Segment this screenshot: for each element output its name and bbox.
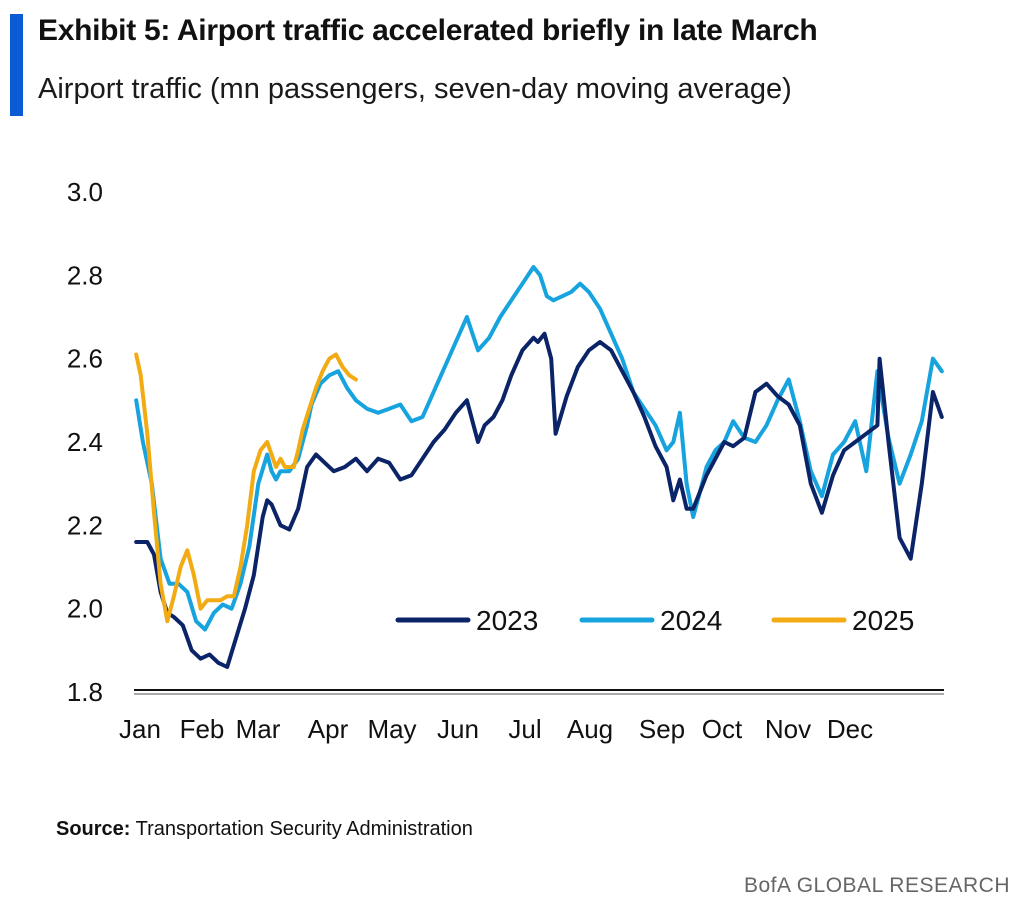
legend-label-2025: 2025	[852, 605, 914, 636]
x-tick-label: Dec	[827, 714, 873, 744]
series-line-2023	[134, 331, 944, 669]
y-tick-label: 2.2	[67, 510, 103, 540]
x-tick-label: Feb	[180, 714, 225, 744]
x-tick-label: Jul	[508, 714, 541, 744]
y-tick-label: 3.0	[67, 177, 103, 207]
x-axis: Jan Feb Mar Apr May Jun Jul Aug Sep Oct Nov Dec	[119, 714, 873, 744]
y-tick-label: 2.6	[67, 344, 103, 374]
source-note: Source: Transportation Security Administ…	[56, 818, 473, 841]
line-chart: 1.8 2.0 2.2 2.4 2.6 2.8 3.0 Jan Feb Mar Apr May Jun…	[67, 177, 944, 744]
x-tick-label: May	[367, 714, 416, 744]
source-label: Source:	[56, 818, 131, 840]
x-tick-label: Apr	[308, 714, 349, 744]
y-tick-label: 2.0	[67, 594, 103, 624]
x-tick-label: Nov	[765, 714, 811, 744]
series-line-2024	[134, 265, 944, 632]
brand-label: BofA GLOBAL RESEARCH	[744, 874, 1010, 897]
legend: 2023 2024 2025	[395, 605, 914, 636]
y-tick-label: 2.4	[67, 427, 103, 457]
y-axis: 1.8 2.0 2.2 2.4 2.6 2.8 3.0	[67, 177, 103, 707]
series-group	[134, 265, 944, 669]
x-tick-label: Sep	[639, 714, 685, 744]
x-tick-label: Oct	[702, 714, 743, 744]
accent-bar	[10, 14, 23, 116]
source-text: Transportation Security Administration	[135, 818, 473, 840]
x-tick-label: Jan	[119, 714, 161, 744]
x-tick-label: Jun	[437, 714, 479, 744]
y-tick-label: 2.8	[67, 260, 103, 290]
x-tick-label: Aug	[567, 714, 613, 744]
legend-label-2024: 2024	[660, 605, 722, 636]
chart-title: Exhibit 5: Airport traffic accelerated b…	[38, 14, 818, 47]
chart-subtitle: Airport traffic (mn passengers, seven-da…	[38, 73, 792, 105]
x-tick-label: Mar	[236, 714, 281, 744]
legend-label-2023: 2023	[476, 605, 538, 636]
series-line-2025	[134, 352, 358, 624]
y-tick-label: 1.8	[67, 677, 103, 707]
chart-area: 1.8 2.0 2.2 2.4 2.6 2.8 3.0 Jan Feb Mar Apr May Jun…	[0, 140, 1024, 780]
